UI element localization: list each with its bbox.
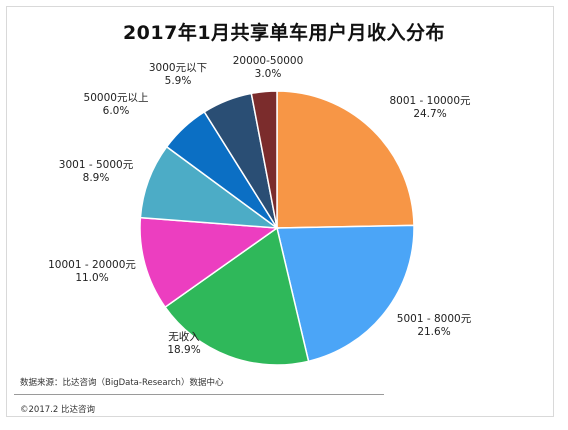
slice-label: 8001 - 10000元	[389, 95, 471, 107]
slice-label: 50000元以上	[84, 92, 149, 104]
pie-slice	[139, 216, 280, 309]
slice-percent-label: 6.0%	[103, 105, 130, 117]
slice-percent-label: 24.7%	[413, 108, 446, 120]
slice-percent-label: 3.0%	[255, 68, 282, 80]
slice-label: 无收入	[168, 330, 200, 343]
chart-title: 2017年1月共享单车用户月收入分布	[122, 22, 446, 44]
pie-slice	[276, 224, 415, 363]
pie-slice	[250, 90, 278, 229]
pie-slice	[276, 90, 415, 229]
slice-percent-label: 11.0%	[75, 272, 108, 284]
slice-label: 20000-50000	[233, 55, 304, 67]
slice-label: 10001 - 20000元	[48, 259, 136, 271]
slice-percent-label: 18.9%	[167, 344, 200, 356]
slice-label: 3001 - 5000元	[59, 159, 134, 171]
slice-label: 3000元以下	[149, 62, 207, 74]
pie-slice	[164, 226, 310, 366]
slice-percent-label: 8.9%	[83, 172, 110, 184]
slice-percent-label: 21.6%	[417, 326, 450, 338]
slice-percent-label: 5.9%	[165, 75, 192, 87]
copyright-note: ©2017.2 比达咨询	[20, 405, 95, 415]
data-source-note: 数据来源：比达咨询（BigData-Research）数据中心	[20, 378, 224, 388]
slice-label: 5001 - 8000元	[397, 313, 472, 325]
footer-divider	[14, 394, 384, 395]
